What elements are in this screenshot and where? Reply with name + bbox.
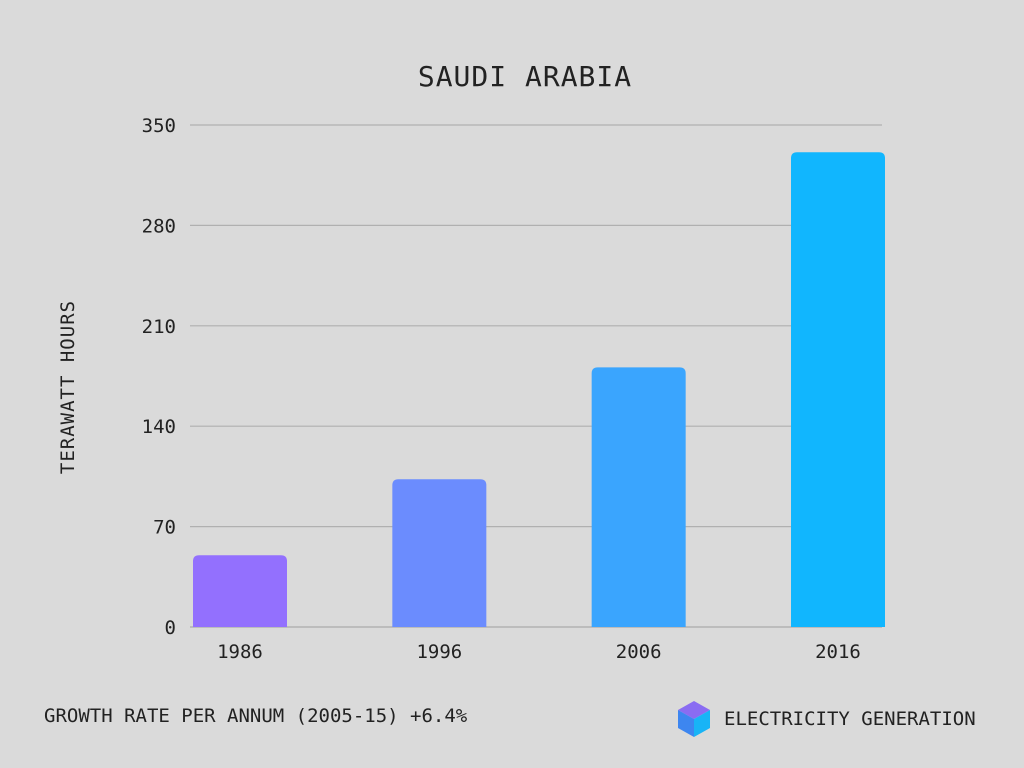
legend: ELECTRICITY GENERATION: [676, 699, 976, 739]
cube-icon: [678, 701, 710, 737]
x-tick-label: 1996: [416, 641, 462, 663]
gridlines: [190, 124, 882, 628]
y-tick-label: 280: [142, 215, 176, 237]
legend-label: ELECTRICITY GENERATION: [724, 708, 976, 730]
y-tick-labels: 0 70 140 210 280 350: [142, 115, 176, 639]
bar-1996: [392, 479, 487, 627]
y-tick-label: 0: [165, 617, 176, 639]
x-tick-label: 2006: [616, 641, 662, 663]
bar-2016: [791, 152, 885, 627]
y-tick-label: 350: [142, 115, 176, 137]
y-tick-label: 140: [142, 416, 176, 438]
x-tick-label: 1986: [217, 641, 263, 663]
bar-2006: [591, 367, 686, 627]
growth-rate-label: GROWTH RATE PER ANNUM (2005-15) +6.4%: [44, 705, 468, 727]
chart-title: SAUDI ARABIA: [418, 60, 632, 93]
bar-1986: [193, 555, 287, 627]
y-tick-label: 70: [153, 517, 176, 539]
y-tick-label: 210: [142, 316, 176, 338]
bars: [193, 152, 885, 627]
x-tick-labels: 1986 1996 2006 2016: [217, 641, 861, 663]
y-axis-title: TERAWATT HOURS: [57, 300, 79, 474]
x-tick-label: 2016: [815, 641, 861, 663]
